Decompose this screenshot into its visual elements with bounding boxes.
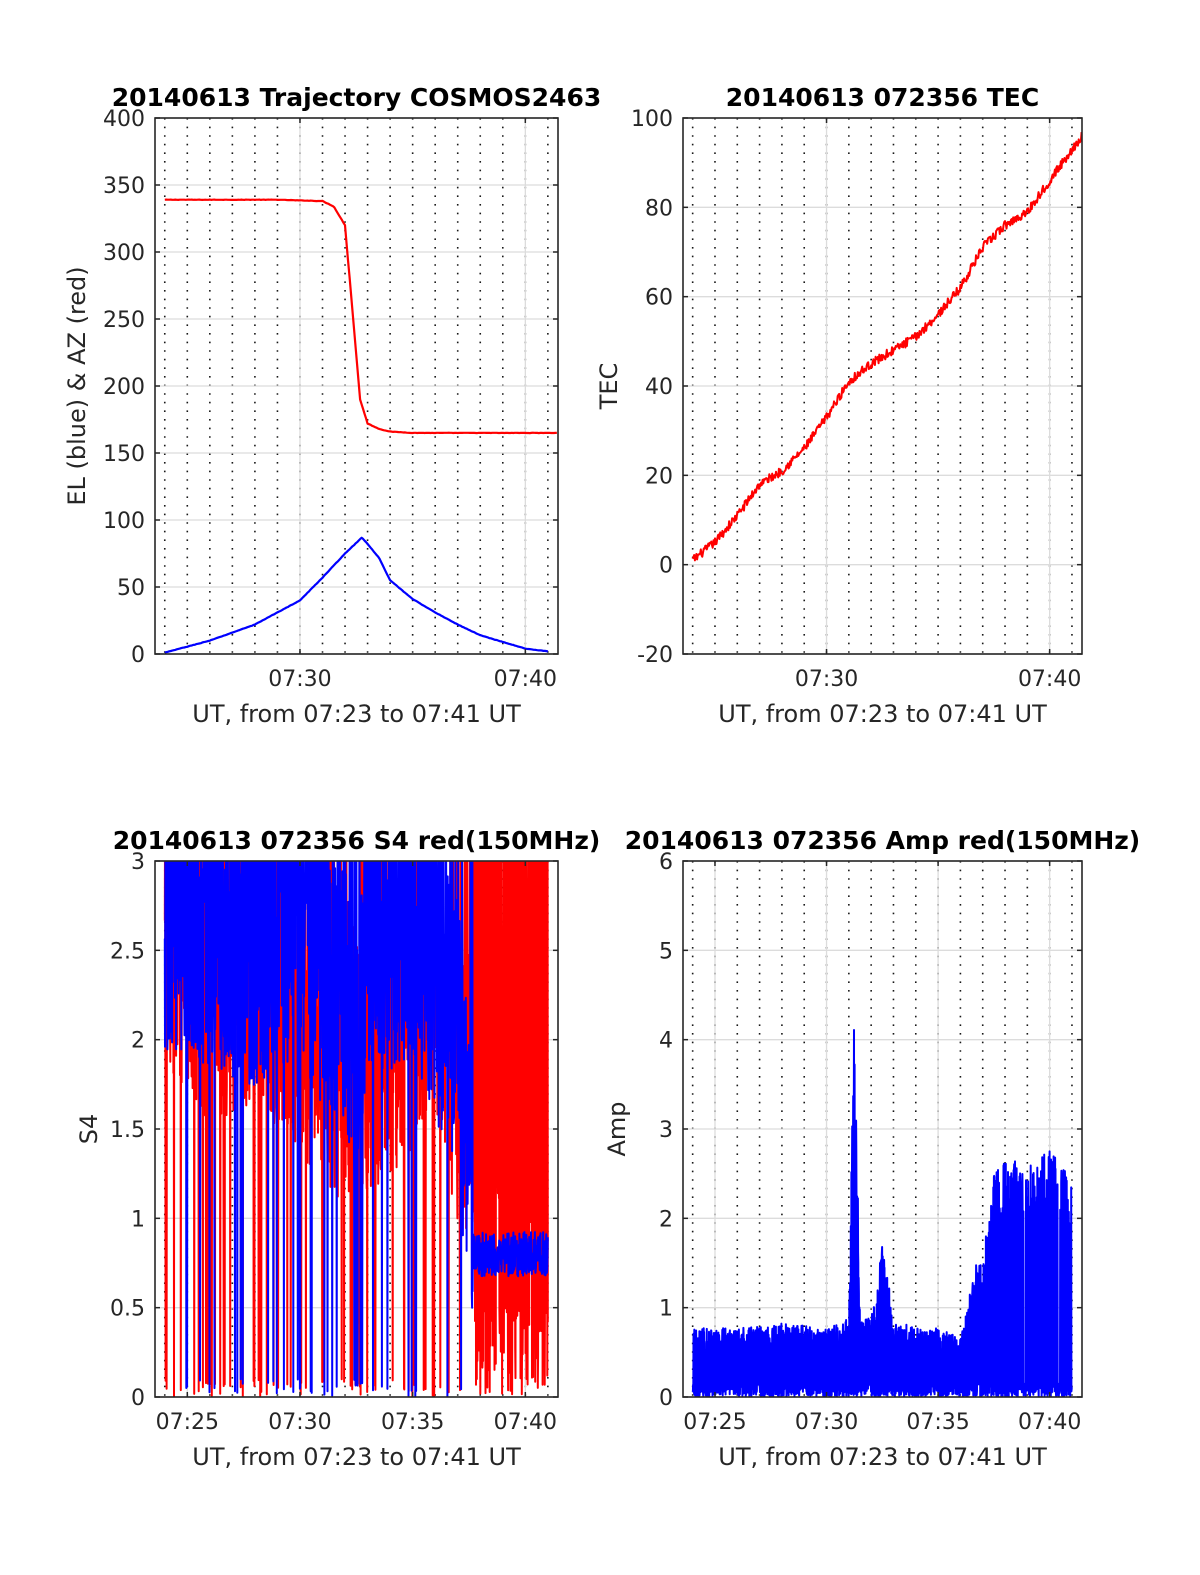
y-tick-label: -20 (637, 643, 673, 668)
y-tick-label: 1 (659, 1297, 673, 1322)
y-tick-label: 3 (659, 1118, 673, 1143)
x-axis-label: UT, from 07:23 to 07:41 UT (192, 1443, 521, 1471)
y-tick-label: 150 (103, 442, 145, 467)
y-tick-label: 0.5 (110, 1297, 145, 1322)
data-layer (164, 198, 557, 654)
y-tick-label: 0 (131, 1386, 145, 1411)
y-tick-label: 5 (659, 939, 673, 964)
y-tick-label: 300 (103, 241, 145, 266)
x-tick-label: 07:25 (156, 1410, 219, 1435)
data-layer (163, 861, 549, 1397)
x-tick-label: 07:30 (268, 1410, 331, 1435)
y-tick-label: 2.5 (110, 939, 145, 964)
y-tick-label: 6 (659, 850, 673, 875)
x-axis-label: UT, from 07:23 to 07:41 UT (718, 1443, 1047, 1471)
y-ticks: -20 0 20 40 60 80 100 (631, 107, 1082, 668)
y-tick-label: 50 (117, 576, 145, 601)
x-tick-label: 07:40 (1018, 667, 1081, 692)
x-tick-label: 07:25 (683, 1410, 746, 1435)
y-tick-label: 40 (645, 375, 673, 400)
chart-panel-1: 0 50 100 150 200 250 300 350 400 07:30 07:40 201406… (63, 83, 601, 728)
x-axis-label: UT, from 07:23 to 07:41 UT (192, 700, 521, 728)
x-tick-label: 07:40 (494, 1410, 557, 1435)
y-tick-label: 0 (131, 643, 145, 668)
data-layer (691, 132, 1082, 562)
chart-panel-3: 0 0.5 1 1.5 2 2.5 3 07:25 07:30 07:35 07:40 2014061… (75, 826, 601, 1471)
chart-title: 20140613 Trajectory COSMOS2463 (112, 83, 602, 112)
y-tick-label: 250 (103, 308, 145, 333)
y-ticks: 0 0.5 1 1.5 2 2.5 3 (110, 850, 558, 1411)
x-ticks: 07:30 07:40 (795, 118, 1081, 692)
y-ticks: 0 50 100 150 200 250 300 350 400 (103, 107, 558, 668)
x-ticks: 07:25 07:30 07:35 07:40 (156, 861, 557, 1435)
y-tick-label: 200 (103, 375, 145, 400)
chart-title: 20140613 072356 Amp red(150MHz) (625, 826, 1141, 855)
y-tick-label: 100 (631, 107, 673, 132)
series-line-1 (164, 198, 557, 435)
x-tick-label: 07:30 (268, 667, 331, 692)
y-ticks: 0 1 2 3 4 5 6 (659, 850, 1082, 1411)
y-tick-label: 20 (645, 464, 673, 489)
chart-title: 20140613 072356 TEC (726, 83, 1039, 112)
chart-panel-2: -20 0 20 40 60 80 100 07:30 07:40 20140613 072356… (595, 83, 1083, 728)
y-axis-label: TEC (595, 363, 623, 411)
y-tick-label: 60 (645, 286, 673, 311)
y-axis-label: Amp (603, 1101, 631, 1156)
series-line-1 (691, 132, 1082, 562)
y-tick-label: 0 (659, 554, 673, 579)
x-ticks: 07:30 07:40 (268, 118, 557, 692)
y-tick-label: 3 (131, 850, 145, 875)
y-tick-label: 350 (103, 174, 145, 199)
y-tick-label: 2 (659, 1207, 673, 1232)
y-axis-label: S4 (75, 1114, 103, 1145)
series-line-2 (163, 861, 549, 1397)
y-tick-label: 0 (659, 1386, 673, 1411)
x-tick-label: 07:40 (494, 667, 557, 692)
chart-panel-4: 0 1 2 3 4 5 6 07:25 07:30 07:35 07:40 20140613 0723… (603, 826, 1140, 1471)
y-tick-label: 80 (645, 196, 673, 221)
y-tick-label: 4 (659, 1029, 673, 1054)
x-tick-label: 07:35 (906, 1410, 969, 1435)
y-tick-label: 1 (131, 1207, 145, 1232)
x-tick-label: 07:35 (381, 1410, 444, 1435)
x-ticks: 07:25 07:30 07:35 07:40 (683, 861, 1081, 1435)
x-axis-label: UT, from 07:23 to 07:41 UT (718, 700, 1047, 728)
y-tick-label: 400 (103, 107, 145, 132)
x-tick-label: 07:30 (795, 1410, 858, 1435)
chart-title: 20140613 072356 S4 red(150MHz) (113, 826, 601, 855)
y-axis-label: EL (blue) & AZ (red) (63, 266, 91, 505)
series-line-2 (164, 536, 549, 654)
x-tick-label: 07:30 (795, 667, 858, 692)
y-tick-label: 2 (131, 1029, 145, 1054)
x-tick-label: 07:40 (1018, 1410, 1081, 1435)
y-tick-label: 1.5 (110, 1118, 145, 1143)
y-tick-label: 100 (103, 509, 145, 534)
